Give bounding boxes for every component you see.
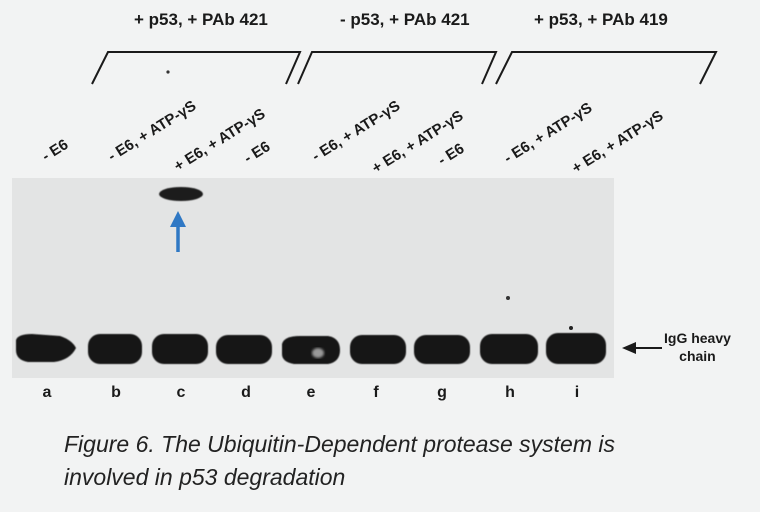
igg-label-line2: chain (679, 348, 716, 364)
blue-arrow-icon (170, 211, 186, 252)
band-lane-i (546, 333, 606, 364)
igg-heavy-chain-label: IgG heavy chain (664, 329, 731, 365)
band-lane-e-highlight (312, 348, 324, 358)
lane-letter-g: g (437, 384, 447, 401)
band-lane-f (350, 335, 406, 364)
bracket-2 (297, 51, 498, 85)
bracket-1 (91, 51, 302, 85)
band-lane-g (414, 335, 470, 364)
band-lane-b (88, 334, 142, 364)
lane-letter-e: e (306, 384, 316, 401)
black-arrow-icon (622, 342, 662, 354)
igg-bands (16, 333, 606, 364)
band-lane-e (282, 336, 340, 364)
lane-letter-f: f (373, 384, 379, 401)
lane-letter-h: h (505, 384, 515, 401)
band-lane-h (480, 334, 538, 364)
lane-letter-a: a (42, 384, 52, 401)
lane-letter-c: c (176, 384, 186, 401)
bracket-3 (495, 51, 718, 85)
lane-letter-d: d (241, 384, 251, 401)
p53-band-lane-c (159, 187, 203, 201)
band-lane-d (216, 335, 272, 364)
group-label-2: - p53, + PAb 421 (340, 10, 470, 29)
band-lane-c (152, 334, 208, 364)
speck (506, 296, 510, 300)
lane-letter-i: i (574, 384, 580, 401)
band-lane-a (16, 334, 76, 362)
figure-caption: Figure 6. The Ubiquitin-Dependent protea… (64, 431, 616, 490)
igg-label-line1: IgG heavy (664, 330, 731, 346)
speck (166, 70, 170, 74)
group-label-3: + p53, + PAb 419 (534, 10, 668, 29)
group-label-1: + p53, + PAb 421 (134, 10, 268, 29)
speck (569, 326, 573, 330)
lane-letter-b: b (111, 384, 121, 401)
